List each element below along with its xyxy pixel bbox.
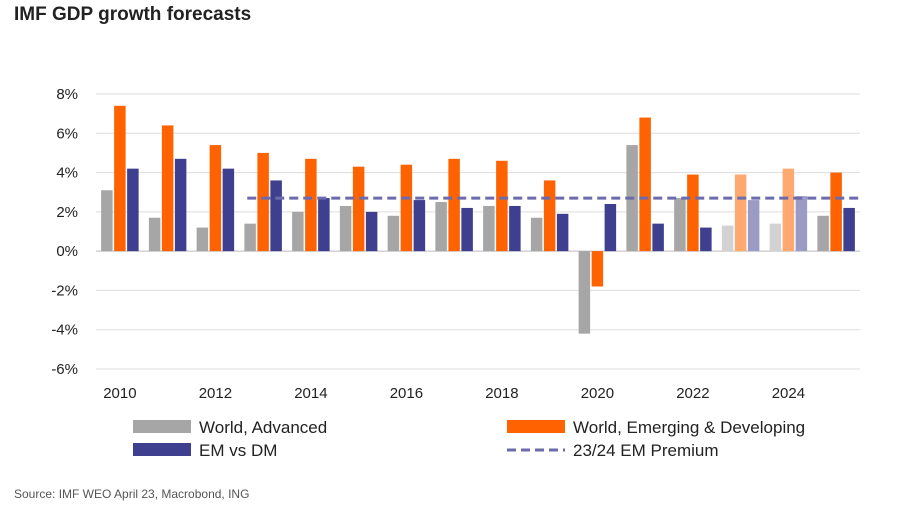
bar-world-emerging xyxy=(591,251,604,287)
bar-em-vs-dm xyxy=(127,168,139,252)
bar-em-vs-dm xyxy=(270,180,282,252)
bar-em-vs-dm xyxy=(318,198,330,252)
bar-em-vs-dm xyxy=(174,158,187,252)
y-axis-ticks: 8% 6% 4% 2% 0% -2% -4% -6% xyxy=(51,86,78,378)
source-note: Source: IMF WEO April 23, Macrobond, ING xyxy=(14,487,250,501)
bar-world-advanced xyxy=(817,215,829,252)
bar-world-emerging xyxy=(305,158,317,252)
bar-em-vs-dm xyxy=(413,200,426,252)
bar-world-emerging xyxy=(734,174,747,252)
bar-world-emerging xyxy=(400,164,413,252)
chart-title: IMF GDP growth forecasts xyxy=(14,4,252,25)
bar-world-advanced xyxy=(101,190,113,252)
y-tick-label: 0% xyxy=(56,243,78,260)
bar-world-advanced xyxy=(292,211,304,252)
y-tick-label: 4% xyxy=(56,165,78,182)
legend-label: World, Emerging & Developing xyxy=(573,418,805,437)
bar-world-emerging xyxy=(496,160,508,252)
legend-label: EM vs DM xyxy=(199,441,277,460)
bar-em-vs-dm xyxy=(222,168,235,252)
bars-layer xyxy=(101,105,855,334)
bar-world-emerging xyxy=(639,117,651,252)
bar-world-advanced xyxy=(483,205,495,252)
bar-world-emerging xyxy=(161,125,174,252)
bar-world-emerging xyxy=(830,172,842,252)
bar-world-emerging xyxy=(687,174,699,252)
legend: World, Advanced World, Emerging & Develop… xyxy=(133,418,805,460)
x-tick-label: 2012 xyxy=(199,385,232,402)
y-tick-label: -4% xyxy=(51,322,78,339)
bar-world-advanced xyxy=(196,227,209,252)
bar-em-vs-dm xyxy=(843,207,855,252)
x-tick-label: 2022 xyxy=(676,385,709,402)
bar-world-advanced xyxy=(674,198,686,252)
legend-label: 23/24 EM Premium xyxy=(573,441,719,460)
bar-world-emerging xyxy=(448,158,460,252)
bar-world-advanced xyxy=(339,205,352,252)
legend-swatch xyxy=(507,420,565,433)
bar-world-emerging xyxy=(543,180,556,252)
bar-world-advanced xyxy=(244,223,256,252)
bar-em-vs-dm xyxy=(556,213,569,252)
x-tick-label: 2016 xyxy=(390,385,423,402)
bar-em-vs-dm xyxy=(365,211,378,252)
y-tick-label: 6% xyxy=(56,125,78,142)
bar-chart: 8% 6% 4% 2% 0% -2% -4% -6% 2010 2012 2014 2016 2018… xyxy=(51,86,860,460)
bar-world-emerging xyxy=(257,152,269,252)
y-tick-label: -2% xyxy=(51,282,78,299)
bar-em-vs-dm xyxy=(652,223,664,252)
bar-world-advanced xyxy=(530,217,543,252)
bar-world-emerging xyxy=(209,145,222,252)
bar-world-advanced xyxy=(387,215,400,252)
bar-em-vs-dm xyxy=(700,227,712,252)
bar-world-advanced xyxy=(148,217,161,252)
bar-world-advanced xyxy=(721,225,734,252)
legend-swatch xyxy=(133,420,191,433)
bar-world-advanced xyxy=(435,202,447,252)
y-tick-label: -6% xyxy=(51,361,78,378)
legend-label: World, Advanced xyxy=(199,418,327,437)
bar-world-emerging xyxy=(352,166,365,252)
bar-em-vs-dm xyxy=(747,200,760,252)
y-tick-label: 2% xyxy=(56,204,78,221)
bar-world-emerging xyxy=(114,105,126,252)
bar-world-advanced xyxy=(769,223,782,252)
x-tick-label: 2010 xyxy=(103,385,136,402)
x-tick-label: 2020 xyxy=(581,385,614,402)
bar-world-emerging xyxy=(782,168,795,252)
legend-swatch xyxy=(133,443,191,456)
bar-em-vs-dm xyxy=(461,207,473,252)
y-tick-label: 8% xyxy=(56,86,78,103)
bar-em-vs-dm xyxy=(795,196,808,252)
x-tick-label: 2018 xyxy=(485,385,518,402)
bar-em-vs-dm xyxy=(509,205,521,252)
grid-layer xyxy=(96,93,860,370)
x-tick-label: 2014 xyxy=(294,385,327,402)
bar-em-vs-dm xyxy=(604,204,617,252)
x-axis-ticks: 2010 2012 2014 2016 2018 2020 2022 2024 xyxy=(103,385,805,402)
x-tick-label: 2024 xyxy=(772,385,805,402)
bar-world-advanced xyxy=(578,251,591,334)
